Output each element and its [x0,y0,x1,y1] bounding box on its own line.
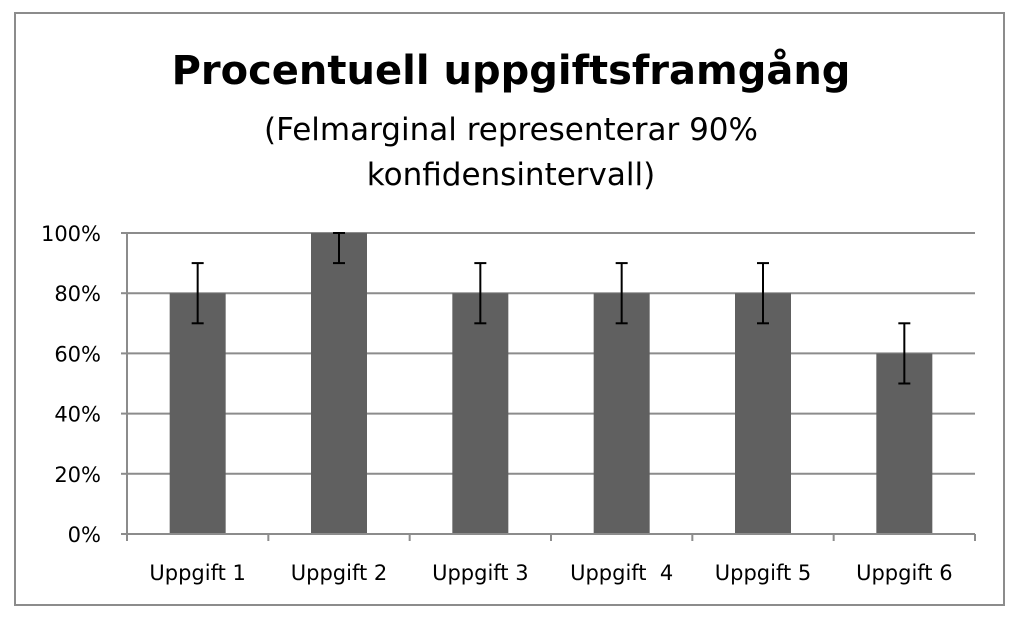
y-tick-label: 100% [41,222,101,246]
x-tick-label: Uppgift 4 [570,561,673,585]
chart-subtitle-line-2: konfidensintervall) [367,157,655,193]
bar [735,293,791,534]
chart-subtitle-line-1: (Felmarginal representerar 90% [264,112,758,148]
x-tick-label: Uppgift 5 [715,561,812,585]
bar [593,293,650,534]
y-tick-label: 0% [68,523,101,547]
y-tick-label: 20% [54,463,101,487]
x-tick-label: Uppgift 3 [432,561,529,585]
bars [169,233,933,534]
bar [169,293,226,534]
y-tick-label: 60% [54,342,101,366]
x-tick-label: Uppgift 6 [856,561,953,585]
x-tick-label: Uppgift 2 [291,561,388,585]
y-tick-label: 80% [54,282,101,306]
y-tick-label: 40% [54,403,101,427]
x-tick-label: Uppgift 1 [149,561,246,585]
error-bars [191,232,911,385]
axis-labels: 0% 20% 40% 60% 80% 100% Uppgift 1 Uppgift 2 Uppg… [41,222,953,585]
bar [452,293,509,534]
axes [121,232,976,541]
chart-title: Procentuell uppgiftsframgång [172,47,851,94]
gridlines [127,232,975,475]
bar [311,233,367,534]
